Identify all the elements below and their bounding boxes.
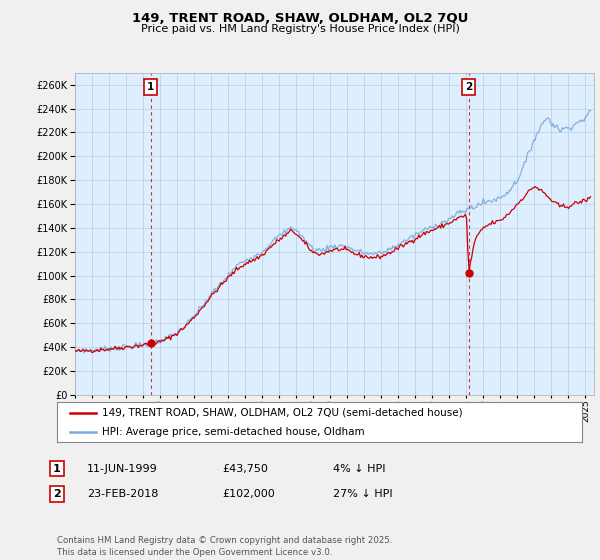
Text: £43,750: £43,750 (222, 464, 268, 474)
Text: 2: 2 (53, 489, 61, 499)
Text: 2: 2 (465, 82, 472, 92)
Text: 27% ↓ HPI: 27% ↓ HPI (333, 489, 392, 499)
Text: £102,000: £102,000 (222, 489, 275, 499)
Text: 11-JUN-1999: 11-JUN-1999 (87, 464, 158, 474)
Text: 1: 1 (147, 82, 154, 92)
Text: 23-FEB-2018: 23-FEB-2018 (87, 489, 158, 499)
Text: HPI: Average price, semi-detached house, Oldham: HPI: Average price, semi-detached house,… (101, 427, 364, 437)
Text: 149, TRENT ROAD, SHAW, OLDHAM, OL2 7QU: 149, TRENT ROAD, SHAW, OLDHAM, OL2 7QU (132, 12, 468, 25)
Text: 149, TRENT ROAD, SHAW, OLDHAM, OL2 7QU (semi-detached house): 149, TRENT ROAD, SHAW, OLDHAM, OL2 7QU (… (101, 408, 462, 418)
Text: 1: 1 (53, 464, 61, 474)
Text: Price paid vs. HM Land Registry's House Price Index (HPI): Price paid vs. HM Land Registry's House … (140, 24, 460, 34)
Text: Contains HM Land Registry data © Crown copyright and database right 2025.
This d: Contains HM Land Registry data © Crown c… (57, 536, 392, 557)
Text: 4% ↓ HPI: 4% ↓ HPI (333, 464, 386, 474)
